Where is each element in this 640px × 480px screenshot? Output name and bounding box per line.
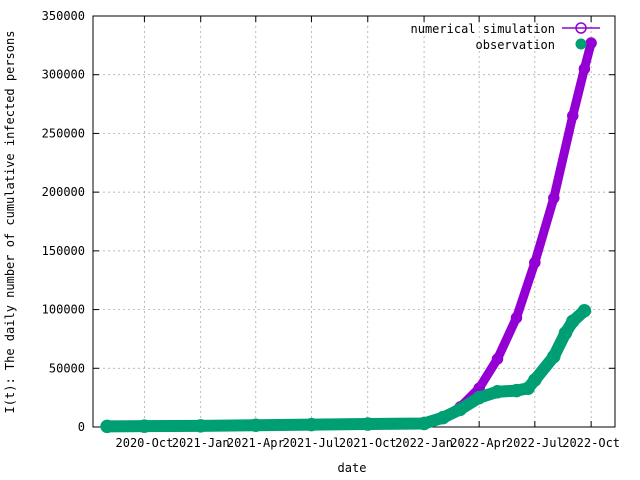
data-point-observation xyxy=(528,373,542,387)
y-tick-label: 300000 xyxy=(42,68,85,82)
x-tick-label: 2020-Oct xyxy=(116,436,174,450)
data-point-numerical-simulation xyxy=(548,192,560,204)
y-tick-label: 200000 xyxy=(42,185,85,199)
data-point-observation xyxy=(436,410,450,425)
data-point-numerical-simulation xyxy=(510,312,523,324)
axis-ticks: 0 50000 100000 150000 200000 250000 300000 3500… xyxy=(42,9,620,450)
data-point-numerical-simulation xyxy=(567,110,579,122)
legend-label-observation: observation xyxy=(476,38,555,52)
data-point-observation xyxy=(566,314,580,329)
legend: numerical simulation observation xyxy=(411,22,600,52)
x-tick-label: 2022-Apr xyxy=(450,436,508,450)
data-point-observation xyxy=(509,383,524,398)
data-point-observation xyxy=(100,419,114,434)
y-axis-label: I(t): The daily number of cumulative inf… xyxy=(3,31,17,414)
y-tick-label: 350000 xyxy=(42,9,85,23)
y-tick-label: 0 xyxy=(78,420,85,434)
data-point-observation xyxy=(417,416,431,431)
data-point-observation xyxy=(558,326,573,340)
data-point-observation xyxy=(361,417,375,431)
data-point-observation xyxy=(249,418,263,432)
series-layer xyxy=(100,37,597,434)
y-tick-label: 150000 xyxy=(42,244,85,258)
data-point-observation xyxy=(137,419,152,433)
series-observation xyxy=(100,304,592,434)
y-tick-label: 50000 xyxy=(49,361,85,375)
data-point-numerical-simulation xyxy=(578,63,591,75)
legend-label-numerical-simulation: numerical simulation xyxy=(411,22,556,36)
data-point-observation xyxy=(304,417,319,432)
y-tick-label: 250000 xyxy=(42,126,85,140)
x-tick-label: 2022-Jul xyxy=(506,436,564,450)
y-tick-label: 100000 xyxy=(42,303,85,317)
x-tick-label: 2021-Oct xyxy=(339,436,397,450)
data-point-observation xyxy=(472,390,486,405)
legend-marker-observation xyxy=(575,38,587,50)
legend-marker-numerical-simulation xyxy=(575,22,587,34)
data-point-numerical-simulation xyxy=(491,353,504,365)
data-point-observation xyxy=(193,419,208,433)
x-tick-label: 2022-Oct xyxy=(562,436,620,450)
x-tick-label: 2021-Apr xyxy=(227,436,285,450)
data-point-numerical-simulation xyxy=(529,256,541,269)
data-point-observation xyxy=(547,349,561,364)
data-point-observation xyxy=(490,385,505,399)
x-tick-label: 2022-Jan xyxy=(395,436,453,450)
x-tick-label: 2021-Jan xyxy=(172,436,230,450)
x-axis-label: date xyxy=(338,461,367,475)
data-point-observation xyxy=(577,304,592,318)
data-point-observation xyxy=(453,402,467,417)
x-tick-label: 2021-Jul xyxy=(283,436,341,450)
